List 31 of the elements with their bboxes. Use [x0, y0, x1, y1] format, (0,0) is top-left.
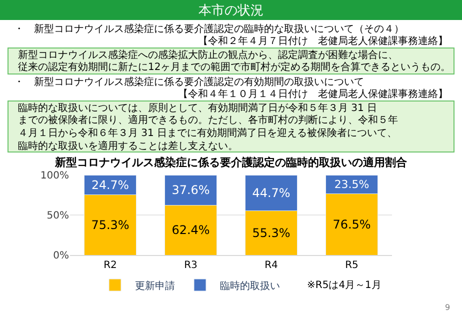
text: 臨時的な取扱いについては、原則として、有効期間満了日が令和５年３月 31 日	[18, 102, 378, 114]
chart-title: 本市の状況	[198, 4, 264, 19]
x-tick-label: R5	[345, 260, 358, 271]
text: 従来の認定有効期間に新たに12ヶ月までの範囲で市町村が定める期間を合算できるというもの。	[18, 61, 451, 73]
x-tick-label: R2	[104, 260, 117, 271]
data-label: 44.7%	[252, 186, 290, 200]
data-label: 76.5%	[332, 217, 371, 232]
text: 臨時的な取扱いを適用することは差し支えない。	[18, 140, 238, 152]
text: 9	[445, 303, 450, 312]
data-label: 55.3%	[252, 226, 290, 240]
text: ４月１日から令和６年３月 31 日までに有効期間満了日を迎える被保険者について、	[18, 127, 398, 139]
chart-subtitle: 新型コロナウイルス感染症に係る要介護認定の臨時的取扱いの適用割合	[54, 156, 408, 169]
y-tick-label: 100%	[40, 170, 69, 182]
data-label: 75.3%	[91, 218, 130, 232]
y-tick-label: 50%	[46, 210, 69, 222]
text: ※R5は4月～1月	[307, 280, 382, 291]
text: 【令和２年４月７日付け 老健局老人保健課事務連絡】	[198, 35, 448, 47]
data-label: 37.6%	[172, 183, 210, 198]
text: ・ 新型コロナウイルス感染症に係る要介護認定の有効期間の取扱いについて	[14, 76, 364, 88]
text: 【令和４年１０月１４日付け 老健局老人保健課事務連絡】	[178, 88, 448, 100]
legend-label: 臨時的取扱い	[220, 280, 280, 292]
legend-label: 更新申請	[135, 280, 175, 292]
data-label: 23.5%	[334, 178, 370, 192]
data-label: 62.4%	[172, 223, 210, 238]
x-tick-label: R3	[184, 260, 198, 271]
text: ・ 新型コロナウイルス感染症に係る要介護認定の臨時的な取扱いについて（その４）	[14, 23, 404, 35]
text: 新型コロナウイルス感染症への感染拡大防止の観点から、認定調査が困難な場合に、	[18, 49, 398, 61]
x-tick-label: R4	[264, 260, 278, 271]
y-tick-label: 0%	[53, 250, 69, 262]
text: までの被保険者に限り、適用できるもの。ただし、各市町村の判断により、令和５年	[18, 114, 398, 126]
data-label: 24.7%	[92, 178, 129, 192]
